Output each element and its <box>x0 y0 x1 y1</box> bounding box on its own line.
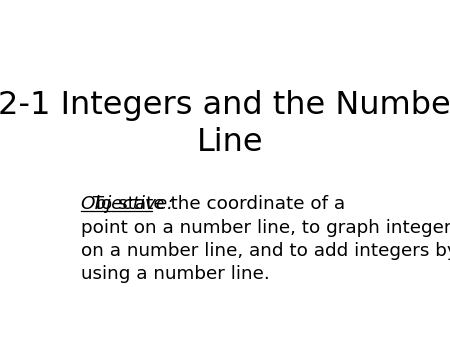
Text: To state the coordinate of a
point on a number line, to graph integers
on a numb: To state the coordinate of a point on a … <box>81 195 450 283</box>
Text: 2-1 Integers and the Number
Line: 2-1 Integers and the Number Line <box>0 90 450 158</box>
Text: Objective:: Objective: <box>81 195 174 213</box>
